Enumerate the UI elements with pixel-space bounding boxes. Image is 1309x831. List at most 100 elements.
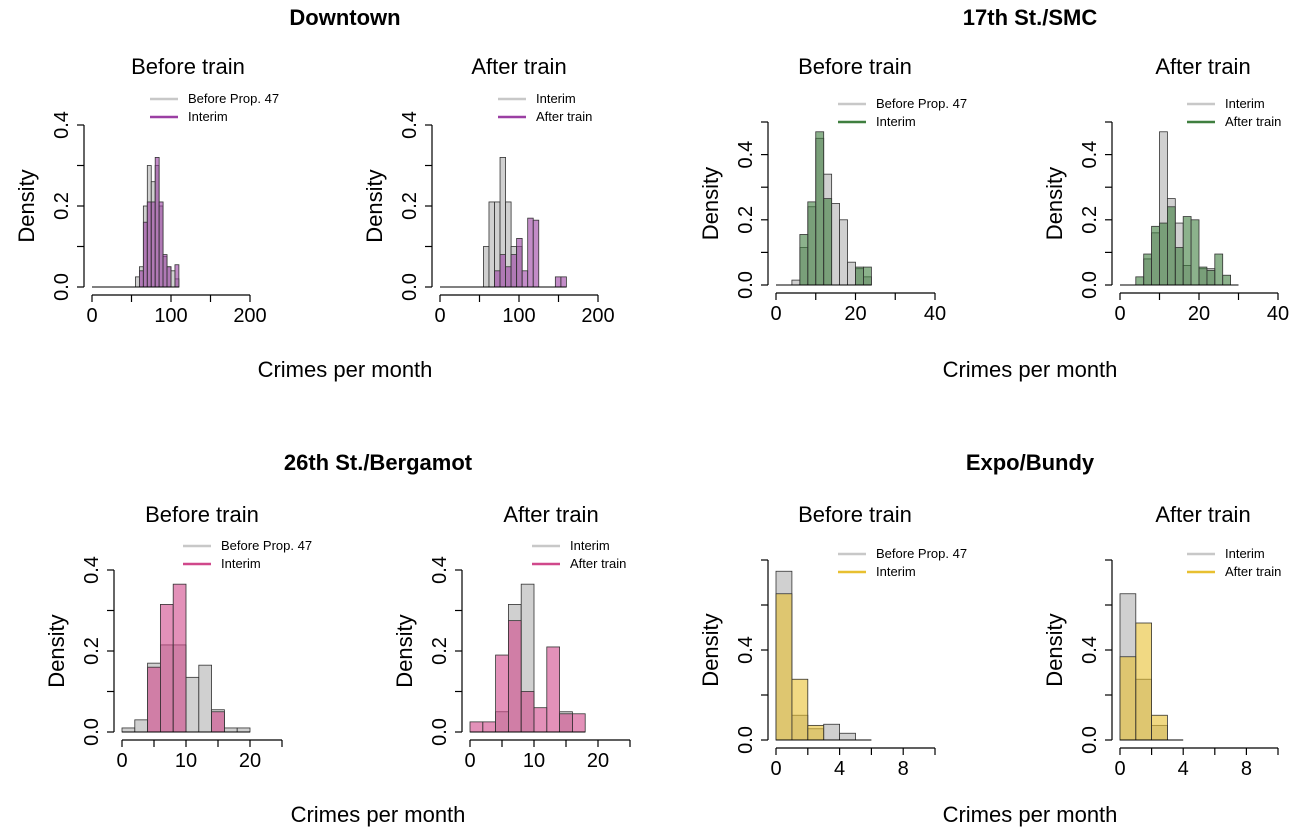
x-tick-label: 8 [898,758,909,780]
y-tick-label: 0.0 [399,273,421,301]
x-tick-label: 20 [1188,303,1210,325]
histogram-bar [559,713,573,733]
x-tick-label: 0 [86,305,97,327]
histogram-bar [799,234,809,286]
legend-label: Before Prop. 47 [221,538,312,553]
y-tick-label: 0.4 [429,556,451,584]
y-axis-label: Density [392,614,417,687]
histogram-bar [135,276,140,288]
y-tick-label: 0.2 [735,206,757,234]
histogram-bar [510,254,518,288]
histogram-bar [1206,269,1216,286]
histogram-bar [1190,219,1200,286]
y-tick-label: 0.0 [51,273,73,301]
x-tick-label: 20 [239,750,261,772]
histogram-bar [1143,253,1152,286]
y-tick-label: 0.4 [1079,636,1101,664]
histogram-bar [236,727,251,733]
x-tick-label: 40 [1267,303,1289,325]
histogram-bar [147,666,161,733]
x-tick-label: 100 [154,305,187,327]
chart-group-title: Expo/Bundy [966,450,1095,475]
histogram-bar [198,664,213,733]
histogram-bar [138,270,144,288]
x-tick-label: 10 [175,750,197,772]
histogram-bar [495,654,509,733]
y-tick-label: 0.4 [51,111,73,139]
histogram-bar [170,270,176,288]
histogram-bar [532,219,540,288]
histogram-bar [560,276,567,288]
legend-label: Before Prop. 47 [188,91,279,106]
histogram-bar [527,217,534,288]
chart-group-title: Downtown [289,5,400,30]
y-tick-label: 0.0 [81,718,103,746]
histogram-bar [855,266,864,286]
legend-label: Interim [876,564,916,579]
x-axis-label: Crimes per month [943,357,1118,382]
histogram-bar [162,254,168,288]
histogram-bar [121,727,136,733]
y-axis-label: Density [698,167,723,240]
panel-title: After train [1155,502,1250,527]
histogram-bar [158,201,164,288]
histogram-bar [469,721,484,733]
histogram-bar [521,270,529,288]
panel-title: After train [503,502,598,527]
histogram-bar [807,201,817,286]
chart-panel: After train Density 0 100 200 0.0 0.2 0.4 Interi… [362,54,615,327]
histogram-bar [847,261,856,286]
histogram-bar [546,646,560,733]
histogram-bar [154,156,160,288]
histogram-bar [159,604,174,733]
histogram-bar [1198,266,1208,286]
histogram-bar [839,732,856,741]
histogram-bar [134,719,149,733]
histogram-bar [166,266,172,288]
y-tick-label: 0.4 [1079,141,1101,169]
legend-label: After train [570,556,626,571]
legend-label: Interim [1225,96,1265,111]
histogram-bar [142,221,148,288]
panel-title: Before train [131,54,245,79]
x-tick-label: 40 [924,303,946,325]
x-tick-label: 0 [1114,758,1125,780]
histogram-bar [1151,714,1168,741]
legend-label: Interim [188,109,228,124]
panel-title: Before train [798,502,912,527]
histogram-bar [211,711,225,733]
x-tick-label: 100 [502,305,535,327]
legend-label: Before Prop. 47 [876,546,967,561]
y-tick-label: 0.4 [399,111,421,139]
x-tick-label: 20 [587,750,609,772]
legend-label: Interim [1225,546,1265,561]
y-tick-label: 0.0 [429,718,451,746]
y-axis-label: Density [44,614,69,687]
y-tick-label: 0.2 [429,637,451,665]
histogram-bar [499,254,506,288]
histogram-bar [494,270,501,288]
x-tick-label: 10 [523,750,545,772]
x-tick-label: 8 [1241,758,1252,780]
y-tick-label: 0.0 [1079,271,1101,299]
histogram-bar [791,678,809,741]
histogram-bar [1167,206,1176,286]
x-axis-label: Crimes per month [943,802,1118,827]
y-tick-label: 0.2 [399,192,421,220]
y-tick-label: 0.0 [735,271,757,299]
histogram-bar [791,279,801,286]
legend-label: Before Prop. 47 [876,96,967,111]
histogram-bar [1222,274,1231,286]
histogram-bar [863,266,872,286]
y-tick-label: 0.2 [1079,206,1101,234]
histogram-bar [507,620,522,733]
chart-panel: Downtown Before train Density 0 100 200 0.0 0.2… [14,5,401,327]
y-tick-label: 0.4 [735,141,757,169]
legend-label: Interim [570,538,610,553]
histogram-bar [520,691,535,733]
y-axis-label: Density [1042,613,1067,686]
histogram-bar [533,707,548,733]
histogram-bar [146,201,152,288]
histogram-bar [1174,247,1184,286]
